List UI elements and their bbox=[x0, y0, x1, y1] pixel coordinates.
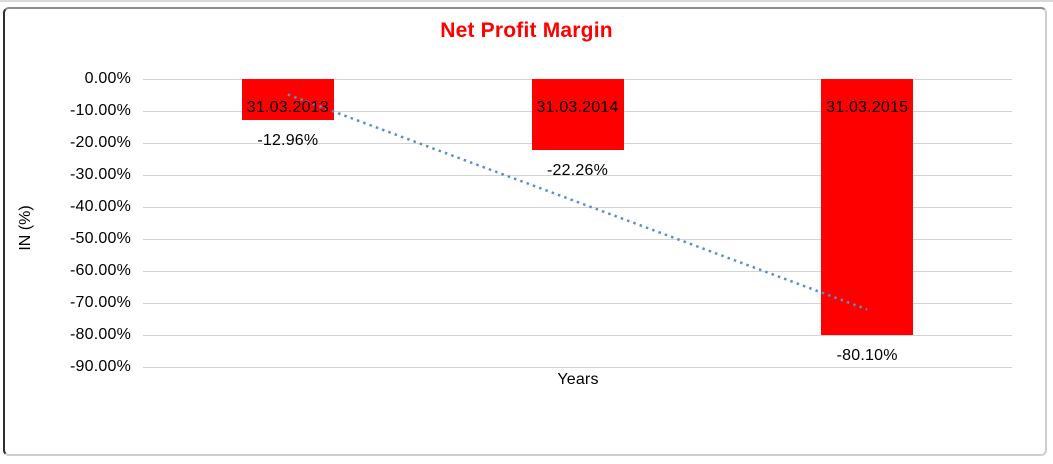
y-tick-label: -70.00% bbox=[70, 294, 131, 311]
data-label: -80.10% bbox=[836, 347, 898, 365]
y-tick-label: -50.00% bbox=[70, 230, 131, 247]
data-label: -12.96% bbox=[257, 132, 319, 150]
y-tick-label: -60.00% bbox=[70, 262, 131, 279]
y-tick-label: 0.00% bbox=[84, 70, 131, 87]
data-label: -22.26% bbox=[547, 162, 608, 180]
y-tick-label: -80.00% bbox=[70, 326, 131, 343]
y-tick-label: -90.00% bbox=[70, 358, 131, 375]
y-tick-label: -30.00% bbox=[70, 166, 131, 183]
y-tick-label: -20.00% bbox=[70, 134, 131, 151]
chart-frame bbox=[3, 7, 1047, 456]
chart-title: Net Profit Margin bbox=[440, 19, 613, 42]
y-tick-label: -40.00% bbox=[70, 198, 131, 215]
gridline bbox=[143, 367, 1012, 368]
top-edge-line bbox=[0, 0, 1053, 2]
gridline bbox=[143, 335, 1012, 336]
category-label: 31.03.2014 bbox=[536, 99, 619, 116]
category-label: 31.03.2015 bbox=[826, 99, 909, 116]
bar bbox=[821, 79, 914, 336]
y-tick-label: -10.00% bbox=[70, 102, 131, 119]
x-axis-title: Years bbox=[557, 371, 599, 388]
category-label: 31.03.2013 bbox=[246, 99, 329, 116]
